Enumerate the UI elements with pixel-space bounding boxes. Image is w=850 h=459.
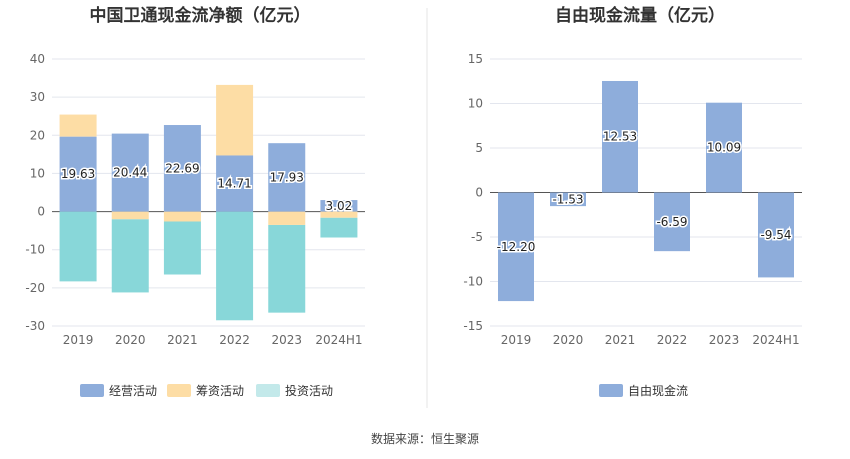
legend-label-fcf: 自由现金流 <box>628 383 688 398</box>
y-tick-label: 15 <box>468 52 483 66</box>
x-tick-label: 2024H1 <box>752 333 799 347</box>
y-tick-label: -20 <box>25 281 45 295</box>
bar-operating[interactable] <box>111 133 149 212</box>
bar-financing[interactable] <box>111 211 149 220</box>
x-tick-label: 2019 <box>501 333 532 347</box>
cashflow-gridlines <box>52 58 365 327</box>
y-tick-label: 0 <box>475 186 483 200</box>
fcf-legend[interactable]: 自由现金流 <box>599 383 688 398</box>
x-tick-label: 2019 <box>63 333 94 347</box>
fcf-x-axis: 2019 2020 2021 2022 2023 2024H1 <box>501 333 800 347</box>
x-tick-label: 2020 <box>553 333 584 347</box>
bar-operating[interactable] <box>163 125 201 212</box>
bar-financing[interactable] <box>59 114 97 137</box>
bar-operating[interactable] <box>320 200 358 212</box>
y-tick-label: -15 <box>463 319 483 333</box>
data-label-operating: 14.71 <box>217 177 251 191</box>
cashflow-chart: 中国卫通现金流净额（亿元） 40 30 20 10 0 -10 -20 -30 19.63 20… <box>25 5 365 398</box>
x-tick-label: 2022 <box>657 333 688 347</box>
bar-fcf[interactable] <box>706 102 742 193</box>
bar-fcf[interactable] <box>758 192 794 278</box>
x-tick-label: 2021 <box>167 333 198 347</box>
data-label-fcf: -9.54 <box>760 228 791 242</box>
x-tick-label: 2023 <box>271 333 302 347</box>
bar-investing[interactable] <box>111 219 149 293</box>
y-tick-label: 20 <box>30 128 45 142</box>
fcf-chart-title: 自由现金流量（亿元） <box>555 5 725 26</box>
bar-investing[interactable] <box>268 224 306 313</box>
bar-investing[interactable] <box>163 221 201 275</box>
bar-operating[interactable] <box>216 155 254 212</box>
y-tick-label: 40 <box>30 52 45 66</box>
y-tick-label: -10 <box>463 275 483 289</box>
y-tick-label: 0 <box>37 205 45 219</box>
fcf-y-axis: 15 10 5 0 -5 -10 -15 <box>463 52 483 333</box>
data-label-fcf: 10.09 <box>707 141 741 155</box>
data-label-operating: 3.02 <box>326 199 353 213</box>
y-tick-label: 30 <box>30 90 45 104</box>
bar-operating[interactable] <box>59 136 97 212</box>
fcf-gridlines <box>490 58 802 327</box>
y-tick-label: 10 <box>30 166 45 180</box>
bar-fcf[interactable] <box>654 192 690 252</box>
cashflow-y-axis: 40 30 20 10 0 -10 -20 -30 <box>25 52 45 333</box>
bar-financing[interactable] <box>163 211 201 222</box>
bar-fcf[interactable] <box>602 80 638 193</box>
x-tick-label: 2020 <box>115 333 146 347</box>
x-tick-label: 2024H1 <box>315 333 362 347</box>
data-label-fcf: -12.20 <box>497 240 536 254</box>
bar-operating[interactable] <box>268 143 306 212</box>
bar-financing[interactable] <box>320 211 358 218</box>
fcf-bars <box>498 80 794 302</box>
legend-label-operating: 经营活动 <box>109 384 157 398</box>
y-tick-label: 5 <box>475 141 483 155</box>
legend-label-investing: 投资活动 <box>285 383 333 398</box>
data-label-operating: 19.63 <box>61 167 95 181</box>
data-label-operating: 22.69 <box>165 161 199 175</box>
fcf-data-labels: -12.20 -1.53 12.53 -6.59 10.09 -9.54 <box>495 128 793 255</box>
bar-investing[interactable] <box>216 211 254 321</box>
bar-financing[interactable] <box>216 84 254 156</box>
bar-financing[interactable] <box>268 211 306 225</box>
cashflow-legend[interactable]: 经营活动 筹资活动 投资活动 <box>80 383 333 398</box>
y-tick-label: -5 <box>471 230 483 244</box>
cashflow-chart-title: 中国卫通现金流净额（亿元） <box>90 5 311 26</box>
data-label-fcf: 12.53 <box>603 130 637 144</box>
legend-swatch-operating <box>80 384 104 397</box>
cashflow-data-labels: 19.63 20.44 22.69 14.71 17.93 3.02 <box>59 160 353 215</box>
fcf-chart: 自由现金流量（亿元） 15 10 5 0 -5 -10 -15 -12.20 -1.53 12.… <box>463 5 802 398</box>
x-tick-label: 2022 <box>219 333 250 347</box>
x-tick-label: 2021 <box>605 333 636 347</box>
data-label-operating: 20.44 <box>113 166 147 180</box>
bar-investing[interactable] <box>320 217 358 238</box>
data-label-fcf: -1.53 <box>552 192 583 206</box>
legend-label-financing: 筹资活动 <box>196 384 244 398</box>
data-label-fcf: -6.59 <box>656 215 687 229</box>
y-tick-label: -30 <box>25 319 45 333</box>
data-label-operating: 17.93 <box>270 170 304 184</box>
source-note: 数据来源：恒生聚源 <box>371 431 479 446</box>
x-tick-label: 2023 <box>709 333 740 347</box>
cashflow-bars <box>59 84 358 321</box>
legend-swatch-fcf <box>599 384 623 397</box>
cashflow-x-axis: 2019 2020 2021 2022 2023 2024H1 <box>63 333 363 347</box>
bar-investing[interactable] <box>59 211 97 282</box>
bar-fcf[interactable] <box>498 192 534 302</box>
legend-swatch-investing <box>256 384 280 397</box>
y-tick-label: 10 <box>468 97 483 111</box>
y-tick-label: -10 <box>25 243 45 257</box>
bar-fcf[interactable] <box>550 192 586 207</box>
legend-swatch-financing <box>167 384 191 397</box>
